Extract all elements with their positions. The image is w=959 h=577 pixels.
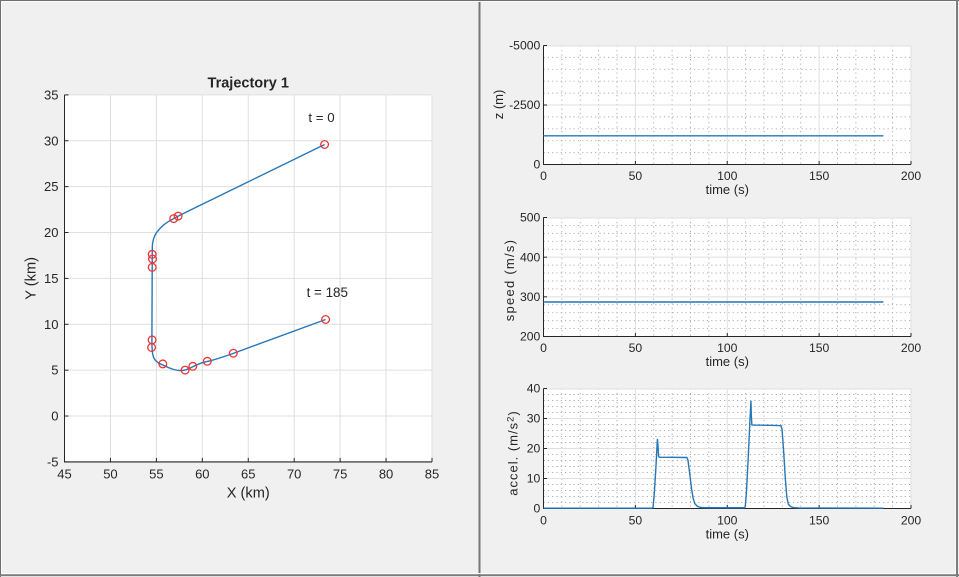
svg-text:150: 150 (809, 513, 830, 527)
svg-text:200: 200 (520, 330, 541, 344)
svg-text:speed (m/s): speed (m/s) (502, 239, 517, 321)
svg-text:z (m): z (m) (491, 90, 506, 120)
svg-text:accel. (m/s2): accel. (m/s2) (506, 410, 521, 495)
svg-text:0: 0 (540, 169, 547, 183)
svg-text:20: 20 (44, 225, 58, 240)
svg-text:10: 10 (527, 472, 541, 486)
svg-text:100: 100 (717, 513, 738, 527)
svg-text:30: 30 (527, 412, 541, 426)
svg-text:time (s): time (s) (706, 526, 749, 541)
svg-text:-5000: -5000 (509, 39, 540, 53)
svg-text:35: 35 (44, 87, 58, 102)
svg-text:300: 300 (520, 290, 541, 304)
svg-text:400: 400 (520, 250, 541, 264)
svg-text:0: 0 (540, 341, 547, 355)
svg-text:X (km): X (km) (227, 486, 270, 502)
svg-text:55: 55 (149, 467, 163, 482)
svg-text:5: 5 (51, 363, 58, 378)
svg-text:0: 0 (51, 409, 58, 424)
svg-text:200: 200 (901, 513, 922, 527)
svg-text:40: 40 (527, 382, 541, 396)
svg-text:15: 15 (44, 271, 58, 286)
svg-text:0: 0 (534, 158, 541, 172)
svg-text:10: 10 (44, 317, 58, 332)
svg-text:75: 75 (333, 467, 347, 482)
svg-text:85: 85 (425, 467, 439, 482)
svg-text:200: 200 (901, 341, 922, 355)
svg-text:150: 150 (809, 341, 830, 355)
svg-text:Y (km): Y (km) (24, 257, 40, 300)
svg-text:25: 25 (44, 179, 58, 194)
svg-text:30: 30 (44, 133, 58, 148)
svg-text:80: 80 (379, 467, 393, 482)
svg-text:50: 50 (629, 169, 643, 183)
svg-text:time (s): time (s) (706, 354, 749, 369)
svg-text:200: 200 (901, 169, 922, 183)
svg-text:Trajectory 1: Trajectory 1 (208, 76, 289, 92)
svg-text:100: 100 (717, 341, 738, 355)
svg-text:50: 50 (629, 513, 643, 527)
svg-text:65: 65 (241, 467, 255, 482)
svg-text:500: 500 (520, 211, 541, 225)
svg-text:70: 70 (287, 467, 301, 482)
svg-text:-5: -5 (47, 454, 59, 469)
svg-text:50: 50 (629, 341, 643, 355)
svg-text:150: 150 (809, 169, 830, 183)
svg-text:t = 0: t = 0 (308, 110, 334, 125)
svg-text:45: 45 (57, 467, 71, 482)
svg-text:0: 0 (540, 513, 547, 527)
svg-text:60: 60 (195, 467, 209, 482)
svg-text:0: 0 (534, 502, 541, 516)
svg-text:time (s): time (s) (706, 182, 749, 197)
svg-text:50: 50 (103, 467, 117, 482)
svg-text:-2500: -2500 (509, 98, 540, 112)
svg-text:t = 185: t = 185 (307, 285, 348, 300)
svg-text:20: 20 (527, 442, 541, 456)
svg-text:100: 100 (717, 169, 738, 183)
